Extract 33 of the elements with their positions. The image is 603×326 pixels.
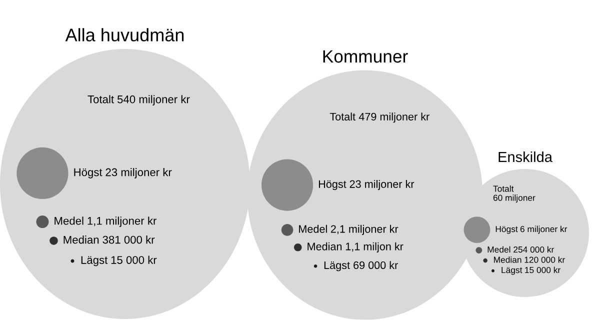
category-label: Medel: [299, 224, 327, 233]
category-label: Högst: [74, 168, 102, 178]
data-label: 2,1 miljoner kr: [330, 224, 398, 235]
category-label: Totalt: [330, 112, 356, 121]
data-label: 6 miljoner kr: [520, 226, 568, 234]
data-label: 69 000 kr: [354, 261, 398, 270]
data-label: 254 000 kr: [514, 246, 554, 253]
text: Enskilda: [498, 151, 552, 162]
data-label: 479 miljoner kr: [358, 112, 430, 123]
category-label: Medel: [54, 216, 84, 225]
data-label: 23 miljoner kr: [106, 168, 172, 178]
data-label: 60 miljoner: [493, 194, 536, 203]
category-label: Totalt: [88, 95, 114, 104]
category-label: Median: [308, 242, 342, 250]
text: Kommuner: [323, 50, 408, 63]
category-label: Median: [494, 256, 522, 263]
data-label: 381 000 kr: [102, 236, 155, 244]
category-label: Högst: [318, 180, 346, 190]
category-label: Median: [64, 236, 99, 244]
data-label: 540 miljoner kr: [117, 95, 190, 106]
category-label: Högst: [496, 226, 518, 234]
category-label: Lägst: [324, 261, 350, 272]
data-label: 15 000 kr: [111, 256, 157, 264]
category-label: Lägst: [502, 267, 522, 275]
data-label: 1,1 miljon kr: [346, 242, 404, 252]
data-label: 15 000 kr: [525, 266, 560, 274]
category-label: Totalt: [493, 185, 514, 192]
data-label: 120 000 kr: [524, 256, 565, 263]
text: Alla huvudmän: [65, 28, 184, 42]
category-label: Medel: [488, 246, 510, 253]
data-label: 1,1 miljoner kr: [88, 216, 157, 227]
data-label: 23 miljoner kr: [350, 180, 414, 190]
category-label: Lägst: [81, 256, 108, 266]
